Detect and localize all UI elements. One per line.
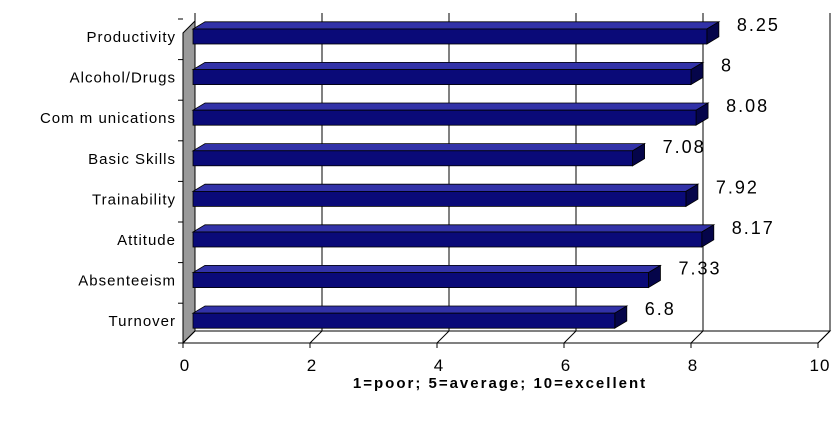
category-label: Productivity xyxy=(86,29,176,46)
bar-top xyxy=(191,224,716,233)
category-label: Trainability xyxy=(92,191,176,208)
category-labels: Productivity Alcohol/Drugs Com m unication… xyxy=(40,29,176,330)
bar-top xyxy=(191,21,721,30)
x-axis-title: 1=poor; 5=average; 10=excellent xyxy=(353,375,647,392)
category-label: Attitude xyxy=(117,232,176,249)
value-label: 8.25 xyxy=(737,15,780,35)
bar xyxy=(191,224,716,248)
value-label: 7.92 xyxy=(716,177,759,197)
bars xyxy=(191,21,721,329)
x-tick-label: 10 xyxy=(810,356,831,375)
category-label: Com m unications xyxy=(40,110,176,127)
floor-tick xyxy=(436,330,450,344)
bar-front xyxy=(192,109,697,126)
bar xyxy=(191,102,710,126)
value-labels: 8.25 8 8.08 7.08 7.92 8.17 7.336.8 xyxy=(645,15,780,319)
floor-tick xyxy=(690,330,704,344)
floor-tick xyxy=(563,330,577,344)
bar-top xyxy=(191,62,705,70)
value-label: 8 xyxy=(721,56,733,76)
bar-front xyxy=(192,28,708,45)
x-tick-label: 6 xyxy=(561,356,571,375)
category-label: Basic Skills xyxy=(88,151,176,168)
floor xyxy=(181,330,832,344)
bar-front xyxy=(192,190,687,207)
value-label: 6.8 xyxy=(645,299,676,319)
bar-top xyxy=(191,143,647,152)
value-label: 7.33 xyxy=(678,259,721,279)
bar xyxy=(191,21,721,45)
floor-tick xyxy=(309,330,323,344)
floor-tick xyxy=(817,330,831,344)
category-label: Absenteeism xyxy=(78,273,176,290)
value-label: 8.17 xyxy=(732,218,775,238)
bar xyxy=(191,264,662,289)
bar-top xyxy=(191,183,700,192)
bar-front xyxy=(192,312,616,329)
bar xyxy=(191,61,705,86)
bar xyxy=(191,142,647,167)
category-label: Alcohol/Drugs xyxy=(70,70,176,87)
x-tick-label: 0 xyxy=(180,356,190,375)
bar xyxy=(191,305,629,329)
bar-front xyxy=(192,231,703,248)
bar xyxy=(191,183,700,208)
value-label: 8.08 xyxy=(726,96,769,116)
value-label: 7.08 xyxy=(663,137,706,157)
category-label: Turnover xyxy=(109,313,176,330)
x-tick-label: 2 xyxy=(307,356,317,375)
bar-top xyxy=(191,264,662,274)
bar-front xyxy=(192,150,633,167)
x-tick-label: 4 xyxy=(434,356,444,375)
bar-top xyxy=(191,102,710,111)
bar-top xyxy=(191,305,629,314)
floor-tick xyxy=(182,330,196,344)
x-tick-label: 8 xyxy=(688,356,698,375)
bar-front xyxy=(192,69,692,85)
bar-front xyxy=(192,272,649,289)
x-axis-ticks: 0 2 4 6 8 10 xyxy=(180,356,831,375)
